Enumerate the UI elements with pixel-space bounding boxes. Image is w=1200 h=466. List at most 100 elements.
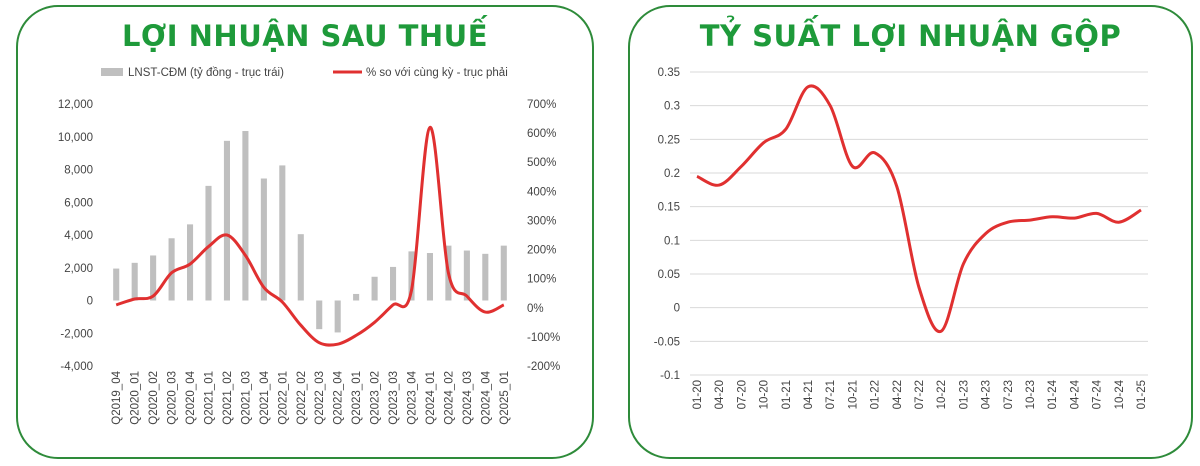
bar-profit bbox=[482, 253, 489, 301]
y-right-tick-label: 500% bbox=[527, 157, 556, 169]
x-tick-label: Q2024_02 bbox=[443, 371, 455, 425]
y-left-tick-label: 8,000 bbox=[64, 165, 93, 177]
x-tick-label: 10-23 bbox=[1025, 380, 1037, 409]
chart-title-net-profit: LỢI NHUẬN SAU THUẾ bbox=[121, 19, 489, 53]
x-tick-label: Q2021_01 bbox=[204, 371, 216, 425]
gross-margin-panel: TỶ SUẤT LỢI NHUẬN GỘP bbox=[628, 5, 1193, 459]
x-tick-label: Q2025_01 bbox=[499, 371, 511, 425]
bar-profit bbox=[242, 131, 249, 301]
x-tick-label: 10-20 bbox=[759, 380, 771, 409]
bar-profit bbox=[150, 255, 157, 301]
bar-profit bbox=[426, 253, 433, 301]
x-tick-label: Q2024_04 bbox=[480, 370, 492, 424]
bar-profit bbox=[113, 268, 120, 301]
net-profit-chart: LNST-CĐM (tỷ đồng - trục trái) % so với c… bbox=[58, 67, 560, 425]
y-left-tick-label: -4,000 bbox=[60, 361, 93, 373]
y-tick-label: 0.2 bbox=[664, 168, 680, 180]
bar-profit bbox=[408, 251, 415, 301]
y-right-tick-label: -100% bbox=[527, 332, 560, 344]
x-tick-label: 07-23 bbox=[1003, 380, 1015, 409]
bar-profit bbox=[205, 185, 212, 301]
bar-profit bbox=[353, 293, 360, 301]
y-tick-label: -0.1 bbox=[660, 370, 680, 382]
y-right-tick-label: 600% bbox=[527, 128, 556, 140]
net-profit-panel: LỢI NHUẬN SAU THUẾ bbox=[16, 5, 594, 459]
bar-profit bbox=[297, 234, 304, 301]
y-tick-label: 0.35 bbox=[658, 67, 680, 79]
x-tick-label: 04-22 bbox=[892, 380, 904, 409]
x-tick-label: Q2020_01 bbox=[130, 371, 142, 425]
y-tick-label: 0.1 bbox=[664, 235, 680, 247]
legend-swatch-profit bbox=[101, 68, 123, 76]
x-tick-label: Q2019_04 bbox=[111, 370, 123, 424]
bar-profit bbox=[316, 300, 323, 330]
x-tick-label: Q2022_03 bbox=[314, 371, 326, 425]
x-tick-label: Q2022_02 bbox=[296, 371, 308, 425]
x-tick-label: Q2024_03 bbox=[462, 371, 474, 425]
y-right-tick-label: -200% bbox=[527, 361, 560, 373]
y-right-tick-label: 300% bbox=[527, 215, 556, 227]
x-tick-label: Q2020_02 bbox=[148, 371, 160, 425]
bar-profit bbox=[371, 276, 378, 301]
bar-profit bbox=[500, 245, 507, 301]
y-right-tick-label: 200% bbox=[527, 245, 556, 257]
y-left-tick-label: 4,000 bbox=[64, 230, 93, 242]
x-tick-label: 04-24 bbox=[1069, 379, 1081, 409]
x-tick-label: Q2023_04 bbox=[407, 370, 419, 424]
y-tick-label: 0 bbox=[674, 303, 680, 315]
x-tick-label: 10-21 bbox=[847, 380, 859, 409]
x-tick-label: Q2021_04 bbox=[259, 370, 271, 424]
x-tick-label: 01-24 bbox=[1047, 379, 1059, 409]
y-left-tick-label: 10,000 bbox=[58, 132, 93, 144]
x-tick-label: 10-22 bbox=[936, 380, 948, 409]
legend-label-profit: LNST-CĐM (tỷ đồng - trục trái) bbox=[128, 67, 284, 79]
y-left-tick-label: 6,000 bbox=[64, 197, 93, 209]
y-tick-label: 0.3 bbox=[664, 101, 680, 113]
x-tick-label: Q2022_04 bbox=[333, 370, 345, 424]
x-tick-label: 04-21 bbox=[803, 380, 815, 409]
y-right-tick-label: 700% bbox=[527, 99, 556, 111]
bar-profit bbox=[463, 250, 470, 301]
bar-profit bbox=[131, 262, 138, 301]
x-tick-label: 07-22 bbox=[914, 380, 926, 409]
x-tick-label: Q2023_03 bbox=[388, 371, 400, 425]
x-tick-label: 07-24 bbox=[1092, 379, 1104, 409]
x-tick-label: 01-20 bbox=[692, 380, 704, 409]
x-tick-label: Q2022_01 bbox=[277, 371, 289, 425]
y-tick-label: 0.05 bbox=[658, 269, 680, 281]
y-tick-label: -0.05 bbox=[654, 336, 680, 348]
x-tick-label: 01-21 bbox=[781, 380, 793, 409]
x-tick-label: Q2020_04 bbox=[185, 370, 197, 424]
bar-profit bbox=[334, 300, 341, 333]
x-tick-label: 10-24 bbox=[1114, 379, 1126, 409]
legend-label-yoy: % so với cùng kỳ - trục phải bbox=[366, 67, 508, 79]
y-right-tick-label: 400% bbox=[527, 186, 556, 198]
y-left-tick-label: -2,000 bbox=[60, 328, 93, 340]
x-tick-label: Q2023_01 bbox=[351, 371, 363, 425]
bar-profit bbox=[260, 178, 267, 301]
y-left-tick-label: 0 bbox=[87, 296, 93, 308]
bar-profit bbox=[223, 140, 230, 301]
x-tick-label: 01-22 bbox=[870, 380, 882, 409]
x-tick-label: Q2020_03 bbox=[167, 371, 179, 425]
y-tick-label: 0.15 bbox=[658, 202, 680, 214]
x-tick-label: 07-20 bbox=[736, 380, 748, 409]
x-tick-label: 01-23 bbox=[958, 380, 970, 409]
x-tick-label: Q2021_02 bbox=[222, 371, 234, 425]
x-tick-label: Q2024_01 bbox=[425, 371, 437, 425]
y-left-tick-label: 12,000 bbox=[58, 99, 93, 111]
bar-profit bbox=[279, 165, 286, 301]
chart-title-gross-margin: TỶ SUẤT LỢI NHUẬN GỘP bbox=[699, 19, 1122, 53]
x-tick-label: 07-21 bbox=[825, 380, 837, 409]
x-tick-label: 04-23 bbox=[981, 380, 993, 409]
x-tick-label: Q2021_03 bbox=[240, 371, 252, 425]
x-tick-label: 04-20 bbox=[714, 380, 726, 409]
legend: LNST-CĐM (tỷ đồng - trục trái) % so với c… bbox=[101, 67, 508, 79]
y-right-tick-label: 0% bbox=[527, 303, 544, 315]
x-tick-label: Q2023_02 bbox=[370, 371, 382, 425]
line-gross-margin bbox=[696, 84, 1142, 333]
y-left-tick-label: 2,000 bbox=[64, 263, 93, 275]
y-right-tick-label: 100% bbox=[527, 274, 556, 286]
y-tick-label: 0.25 bbox=[658, 134, 680, 146]
